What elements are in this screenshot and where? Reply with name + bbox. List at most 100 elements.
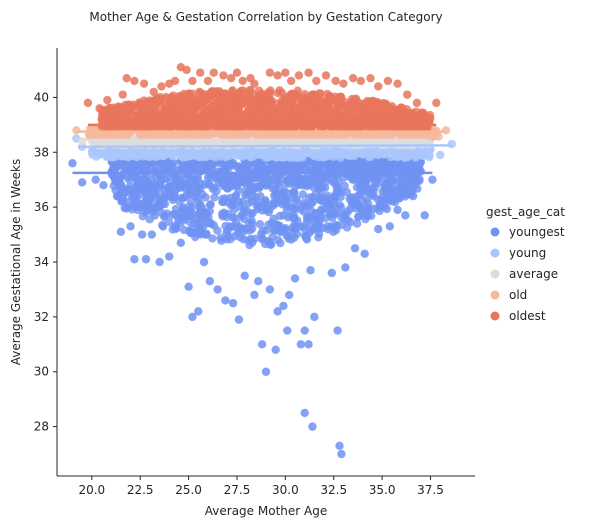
data-point [168,225,177,234]
data-point [247,219,257,228]
data-point [339,79,348,88]
data-point [401,211,410,220]
data-point [306,93,315,102]
data-point [328,213,337,223]
legend-label: young [509,246,546,260]
data-point [330,196,339,206]
data-point [420,211,429,220]
x-tick-label: 35.0 [369,483,396,497]
data-point [110,106,120,116]
data-point [334,93,344,102]
data-point [200,208,210,218]
data-point [335,441,344,451]
data-point [208,234,217,243]
data-point [234,148,243,157]
data-point [124,148,133,157]
data-point [358,176,367,185]
data-point [232,68,242,77]
data-point [147,230,157,239]
data-point [185,217,194,226]
data-point [156,181,165,190]
y-axis-ticks: 28 30 32 34 36 38 40 [34,90,57,434]
data-point [165,252,174,261]
data-point [146,185,155,194]
data-point [306,266,315,275]
data-point [199,150,209,160]
data-point [205,200,215,210]
data-point [223,184,232,193]
data-point [287,202,297,212]
data-point [352,219,362,228]
data-point [188,202,197,212]
data-point [310,216,319,226]
data-point [412,98,422,108]
data-point [271,220,280,229]
data-point [357,186,366,196]
data-point [273,178,283,188]
plot-area [68,63,456,459]
series-youngest [68,156,437,459]
data-point [320,151,329,160]
data-point [373,158,382,168]
data-point [405,114,415,123]
data-point [286,76,296,86]
data-point [262,226,271,235]
legend-label: oldest [509,309,546,323]
data-point [255,220,265,229]
x-tick-label: 25.0 [175,483,202,497]
data-point [340,215,350,224]
legend-marker [490,269,500,279]
data-point [201,193,210,202]
data-point [239,235,248,244]
data-point [279,197,288,206]
data-point [219,197,228,207]
data-point [399,122,408,131]
data-point [326,93,335,103]
data-point [166,93,176,103]
data-point [130,255,139,264]
data-point [239,214,249,224]
data-point [278,153,287,162]
data-point [409,176,419,186]
data-point [99,180,108,190]
data-point [392,116,401,125]
data-point [209,68,218,77]
data-point [282,188,291,198]
data-point [283,326,292,335]
data-point [360,249,369,258]
data-point [210,173,220,183]
data-point [143,203,153,213]
data-point [149,87,158,97]
data-point [155,257,164,267]
data-point [178,193,187,203]
data-point [302,100,312,110]
data-point [391,164,401,174]
y-tick-label: 28 [34,420,49,434]
data-point [393,79,402,88]
x-axis-ticks: 20.0 22.5 25.0 27.5 30.0 32.5 35.0 37.5 [78,476,444,497]
data-point [403,90,412,99]
y-tick-label: 34 [34,255,49,269]
data-point [370,104,379,114]
data-point [307,193,317,202]
data-point [221,296,230,305]
data-point [400,175,410,184]
data-point [130,76,139,86]
data-point [273,71,282,80]
data-point [447,139,456,149]
data-point [137,110,146,119]
data-point [170,209,180,219]
data-point [356,76,366,86]
data-point [246,182,256,191]
data-point [300,326,309,335]
data-point [252,159,261,168]
data-point [347,197,357,206]
data-point [181,185,191,194]
data-point [399,153,409,162]
x-tick-label: 20.0 [78,483,105,497]
data-point [185,175,194,185]
data-point [333,326,342,335]
data-point [166,107,175,116]
data-point [312,76,321,86]
data-point [340,181,349,190]
